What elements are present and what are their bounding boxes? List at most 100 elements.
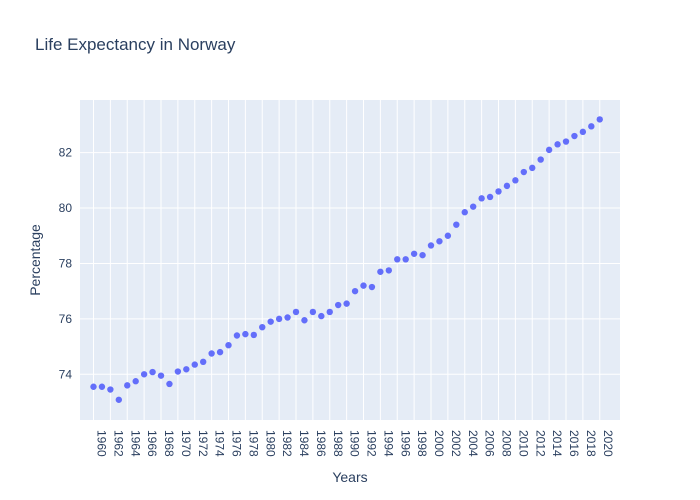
x-tick-label: 1970: [179, 430, 193, 457]
x-tick-label: 1994: [381, 430, 395, 457]
data-point: [377, 268, 384, 275]
x-tick-label: 2010: [516, 430, 530, 457]
x-tick-label: 1980: [263, 430, 277, 457]
data-point: [453, 221, 460, 228]
data-point: [588, 123, 595, 130]
x-tick-label: 1966: [145, 430, 159, 457]
x-tick-label: 2014: [550, 430, 564, 457]
x-tick-label: 1960: [95, 430, 109, 457]
data-point: [360, 282, 367, 289]
data-point: [208, 350, 215, 357]
data-point: [562, 138, 570, 145]
data-point: [427, 242, 435, 249]
data-point: [545, 146, 553, 154]
data-point: [368, 283, 376, 291]
x-tick-label: 1992: [365, 430, 379, 457]
data-point: [334, 301, 342, 309]
x-tick-label: 1968: [162, 430, 176, 457]
x-tick-label: 2012: [533, 430, 547, 457]
y-tick-label: 82: [59, 146, 73, 160]
data-point: [267, 318, 274, 325]
data-point: [385, 267, 393, 274]
x-tick-label: 1984: [297, 430, 311, 457]
data-point: [292, 308, 300, 316]
x-tick-label: 2002: [449, 430, 463, 457]
data-point: [250, 331, 258, 339]
data-point: [132, 378, 139, 385]
data-point: [199, 358, 207, 366]
y-axis-ticks: 74 76 78 80 82: [59, 146, 73, 382]
data-point: [351, 287, 359, 295]
data-point: [394, 256, 401, 263]
x-tick-label: 1978: [246, 430, 260, 457]
x-tick-label: 1972: [196, 430, 210, 457]
data-point: [596, 116, 603, 123]
data-point: [469, 203, 477, 210]
x-tick-label: 2020: [601, 430, 615, 457]
data-point: [166, 380, 173, 388]
data-point: [436, 238, 443, 245]
data-point: [157, 372, 165, 379]
y-tick-label: 78: [59, 256, 73, 270]
data-point: [537, 156, 544, 163]
data-point: [318, 312, 325, 320]
x-tick-label: 1998: [415, 430, 429, 457]
data-point: [571, 132, 578, 140]
data-point: [233, 332, 241, 339]
data-point: [326, 308, 333, 316]
data-point: [275, 315, 283, 323]
data-point: [124, 382, 131, 389]
data-point: [410, 250, 418, 257]
data-point: [107, 386, 114, 393]
data-point: [478, 195, 485, 202]
x-tick-label: 1982: [280, 430, 294, 457]
data-point: [98, 383, 106, 390]
data-point: [486, 193, 494, 201]
y-axis-title: Percentage: [27, 224, 43, 296]
y-tick-label: 80: [59, 201, 73, 215]
x-tick-label: 2016: [567, 430, 581, 457]
data-point: [579, 128, 587, 136]
data-point: [512, 177, 519, 184]
y-tick-label: 74: [59, 367, 73, 381]
data-point: [343, 300, 350, 307]
data-point: [149, 368, 156, 376]
x-tick-label: 2000: [432, 430, 446, 457]
data-point: [183, 366, 190, 373]
data-point: [174, 368, 182, 375]
x-tick-label: 2006: [483, 430, 497, 457]
x-axis-title: Years: [332, 469, 367, 485]
data-point: [402, 256, 409, 263]
x-tick-label: 1974: [213, 430, 227, 457]
plot-background: [80, 100, 620, 420]
x-tick-label: 1990: [348, 430, 362, 457]
data-point: [115, 396, 123, 403]
x-axis-ticks: 1960 1962 1964 1966 1968 1970 1972 1974 1976 1978…: [95, 430, 615, 457]
x-tick-label: 2018: [584, 430, 598, 457]
data-point: [309, 308, 317, 316]
data-point: [554, 141, 561, 148]
x-tick-label: 1996: [398, 430, 412, 457]
data-point: [259, 323, 266, 331]
x-tick-label: 2004: [466, 430, 480, 457]
data-point: [216, 348, 224, 356]
data-point: [529, 164, 536, 172]
data-point: [520, 168, 528, 176]
data-point: [461, 209, 468, 216]
x-tick-label: 1962: [111, 430, 125, 457]
x-tick-label: 1976: [230, 430, 244, 457]
data-point: [242, 330, 249, 338]
data-points: [90, 116, 603, 403]
grid-lines: [80, 100, 620, 420]
data-point: [191, 361, 198, 368]
data-point: [284, 314, 291, 321]
chart-title: Life Expectancy in Norway: [35, 35, 236, 54]
data-point: [503, 182, 511, 190]
y-tick-label: 76: [59, 312, 73, 326]
x-tick-label: 2008: [500, 430, 514, 457]
data-point: [419, 251, 426, 259]
data-point: [90, 383, 97, 390]
x-tick-label: 1964: [128, 430, 142, 457]
